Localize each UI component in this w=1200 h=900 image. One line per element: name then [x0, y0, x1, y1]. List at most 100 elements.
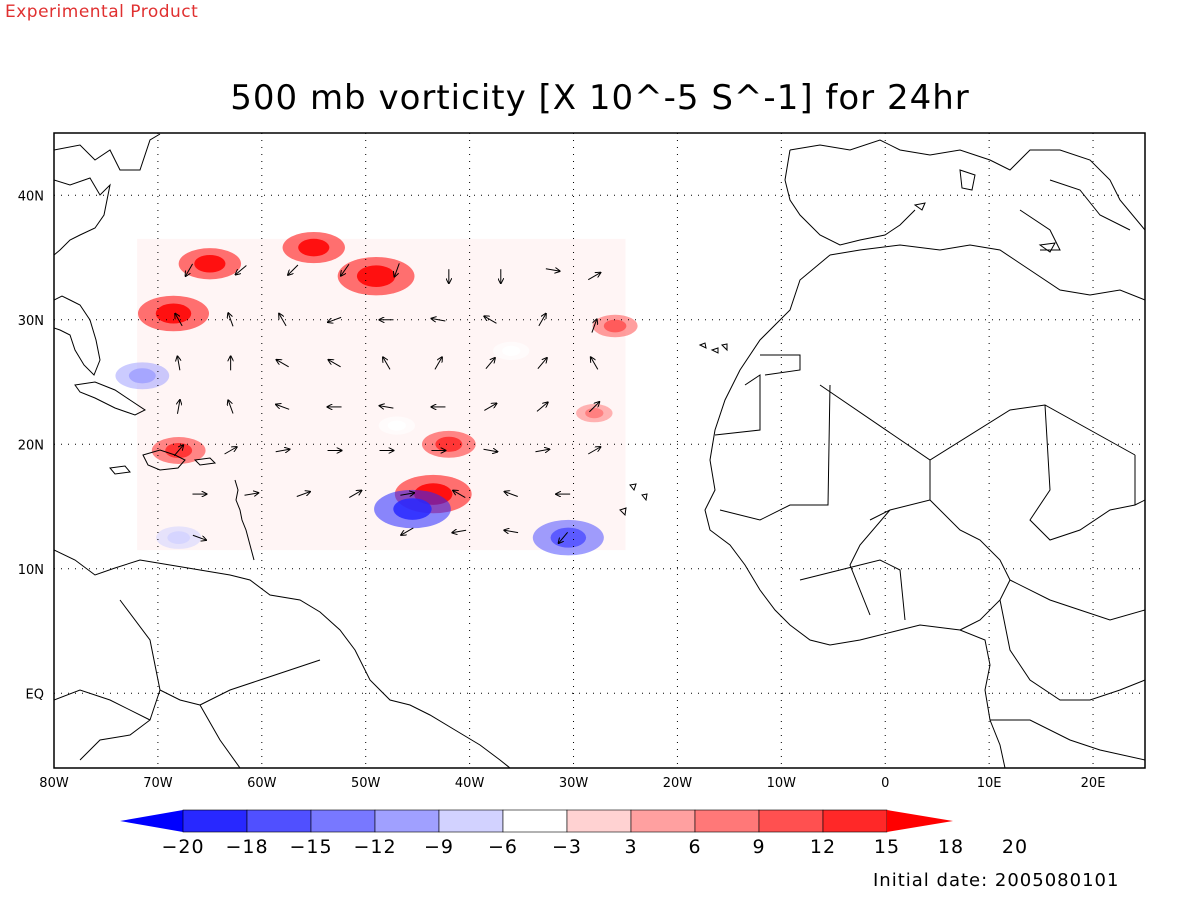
wind-arrow — [173, 445, 183, 457]
colorbar-label: 12 — [810, 836, 836, 858]
colorbar-right-arrow — [887, 810, 953, 832]
wind-arrow — [432, 319, 446, 321]
wind-arrow — [236, 265, 247, 274]
wind-arrow — [505, 492, 518, 497]
colorbar-box — [438, 809, 504, 833]
colorbar-label: −18 — [225, 836, 268, 858]
vorticity-core — [356, 265, 396, 287]
x-tick-label: 70W — [143, 776, 173, 791]
vorticity-core — [128, 368, 156, 384]
y-tick-label: 20N — [18, 438, 44, 453]
wind-arrow — [380, 406, 394, 408]
wind-arrow — [177, 356, 179, 371]
x-tick-label: 10E — [977, 776, 1002, 791]
x-tick-label: 80W — [39, 776, 69, 791]
vorticity-core — [194, 254, 226, 273]
vorticity-core — [502, 345, 521, 357]
wind-arrow — [175, 314, 183, 327]
wind-arrow — [538, 314, 546, 327]
colorbar-box — [246, 809, 312, 833]
y-tick-label: 40N — [18, 189, 44, 204]
wind-arrow — [485, 358, 495, 370]
wind-arrow — [535, 449, 549, 451]
vorticity-core — [387, 420, 407, 431]
colorbar-left-arrow — [120, 810, 183, 832]
colorbar-label: 15 — [874, 836, 900, 858]
wind-arrow — [328, 316, 342, 322]
wind-arrow — [559, 531, 569, 543]
vorticity-core — [167, 531, 190, 545]
vorticity-core — [298, 238, 330, 257]
wind-arrow — [224, 447, 237, 455]
wind-arrow — [341, 263, 350, 275]
colorbar-box — [566, 809, 632, 833]
x-tick-label: 40W — [455, 776, 485, 791]
x-tick-label: 0 — [881, 776, 889, 791]
colorbar-label: −9 — [424, 836, 454, 858]
colorbar-labels: −20 −18 −15 −12 −9 −6 −3 3 6 9 12 15 18 20 — [161, 836, 1027, 858]
wind-arrow — [434, 357, 442, 370]
vorticity-core — [155, 303, 192, 324]
wind-arrow — [400, 493, 414, 495]
colorbar-box — [694, 809, 760, 833]
wind-arrow — [401, 527, 414, 535]
wind-arrow — [296, 492, 310, 497]
wind-arrow — [228, 400, 234, 414]
x-tick-label: 60W — [247, 776, 277, 791]
wind-arrow — [276, 405, 290, 410]
x-tick-label: 50W — [351, 776, 381, 791]
wind-arrow — [545, 269, 560, 271]
x-tick-label: 10W — [767, 776, 797, 791]
x-tick-label: 20W — [663, 776, 693, 791]
wind-arrow — [483, 449, 498, 451]
wind-arrow — [192, 534, 206, 540]
y-tick-label: 10N — [18, 563, 44, 578]
x-tick-label: 20E — [1081, 776, 1106, 791]
colorbar-box — [182, 809, 248, 833]
colorbar-label: 9 — [752, 836, 765, 858]
wind-arrow — [186, 263, 194, 276]
experimental-product-label: Experimental Product — [5, 2, 199, 22]
colorbar-label: −12 — [353, 836, 396, 858]
initial-date-label: Initial date: 2005080101 — [873, 870, 1120, 891]
wind-vectors — [173, 263, 600, 543]
vorticity-core — [603, 319, 627, 333]
wind-arrow — [587, 273, 600, 281]
colorbar-box — [374, 809, 440, 833]
coastlines — [54, 133, 1145, 768]
y-tick-label: 30N — [18, 314, 44, 329]
map-frame — [53, 132, 1146, 769]
wind-arrow — [484, 403, 496, 411]
wind-arrow — [537, 358, 547, 370]
colorbar-label: −6 — [488, 836, 518, 858]
colorbar-box — [822, 809, 888, 833]
colorbar-label: −15 — [289, 836, 332, 858]
wind-arrow — [589, 402, 599, 413]
wind-arrow — [277, 360, 289, 368]
colorbar-label: 3 — [624, 836, 637, 858]
wind-arrow — [328, 360, 341, 368]
wind-arrow — [452, 530, 467, 532]
wind-arrow — [591, 357, 599, 370]
wind-arrow — [279, 314, 287, 327]
wind-arrow — [288, 264, 299, 275]
wind-arrow — [275, 449, 290, 451]
colorbar-box — [758, 809, 824, 833]
colorbar-boxes — [120, 809, 953, 833]
wind-arrow — [591, 319, 597, 333]
wind-arrow — [484, 316, 497, 324]
wind-arrow — [383, 357, 391, 370]
y-tick-label: EQ — [26, 687, 44, 702]
colorbar-box — [502, 809, 568, 833]
vorticity-map: 80W 70W 60W 50W 40W 30W 20W 10W 0 10E 20E 40N 30N 20… — [18, 132, 1146, 791]
wind-arrow — [394, 263, 400, 276]
wind-arrow — [536, 402, 548, 412]
x-axis-tick-labels: 80W 70W 60W 50W 40W 30W 20W 10W 0 10E 20E — [39, 776, 1105, 791]
map-title: 500 mb vorticity [X 10^-5 S^-1] for 24hr — [230, 78, 970, 118]
wind-arrow — [453, 491, 466, 499]
colorbar-label: −3 — [552, 836, 582, 858]
vorticity-field — [115, 231, 638, 556]
colorbar-label: 6 — [688, 836, 701, 858]
colorbar-box — [630, 809, 696, 833]
